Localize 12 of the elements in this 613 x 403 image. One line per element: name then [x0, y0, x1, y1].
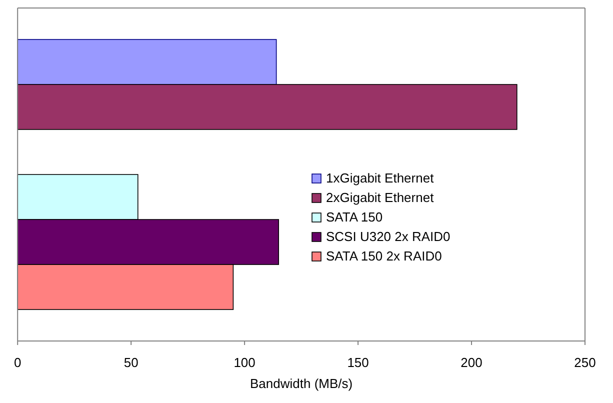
x-tick-label: 50 — [124, 355, 138, 370]
x-tick-label: 0 — [14, 355, 22, 370]
legend-label: 2xGigabit Ethernet — [326, 190, 434, 205]
legend-label: SATA 150 — [326, 209, 383, 224]
legend-label: 1xGigabit Ethernet — [326, 170, 434, 186]
legend-label: SCSI U320 2x RAID0 — [326, 228, 450, 244]
legend-label: SATA 150 2x RAID0 — [326, 248, 442, 264]
x-tick-label: 250 — [574, 355, 596, 370]
x-tick-label: 200 — [460, 355, 482, 370]
x-axis-title: Bandwidth (MB/s) — [250, 376, 353, 391]
x-tick-label: 150 — [347, 355, 369, 370]
x-tick-label: 100 — [234, 355, 256, 370]
